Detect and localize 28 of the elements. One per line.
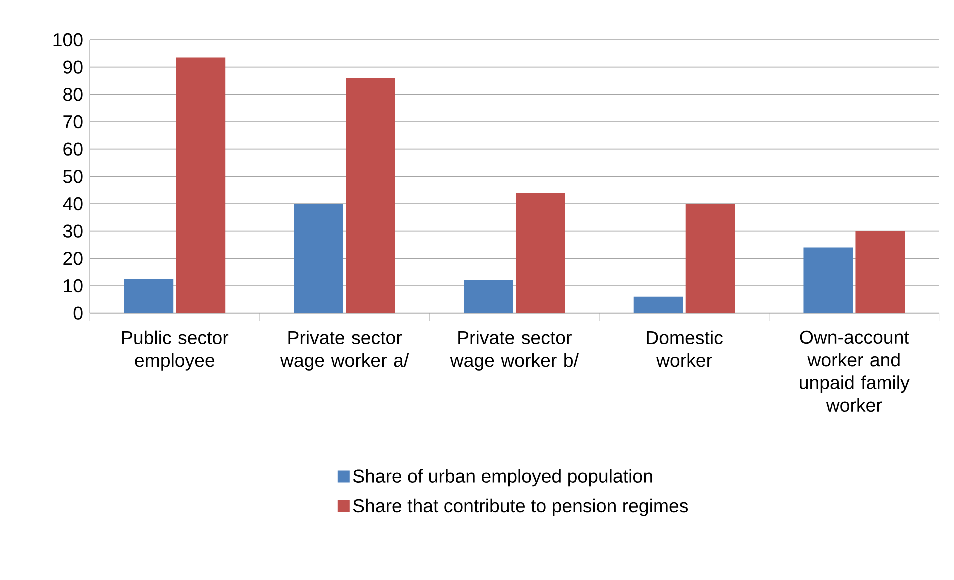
- y-tick-label: 10: [64, 279, 83, 293]
- bar: [634, 296, 684, 314]
- x-tick-label: Private sector wage worker b/: [450, 330, 579, 371]
- bar: [804, 248, 854, 314]
- bar: [464, 280, 514, 314]
- x-tick-label: Domestic worker: [647, 330, 723, 368]
- bar: [516, 193, 566, 314]
- bar: [176, 58, 226, 314]
- y-tick-label: 0: [74, 306, 83, 320]
- y-tick-label: 100: [54, 33, 83, 47]
- y-tick-label: 80: [64, 88, 83, 102]
- y-tick-label: 70: [64, 115, 83, 129]
- y-tick-label: 60: [64, 142, 83, 156]
- bar: [686, 204, 736, 314]
- bar: [856, 231, 906, 314]
- y-tick-label: 20: [64, 252, 83, 266]
- bar: [346, 78, 396, 314]
- x-tick-label: Own-account worker and unpaid family worker: [800, 330, 910, 412]
- y-tick-label: 50: [64, 170, 83, 184]
- x-tick-label: Private sector wage worker a/: [280, 330, 410, 371]
- legend-label: Share that contribute to pension regimes: [353, 498, 688, 516]
- y-tick-label: 90: [64, 60, 83, 74]
- x-tick-label: Public sector employee: [122, 330, 229, 371]
- legend-label: Share of urban employed population: [353, 469, 652, 487]
- y-tick-label: 30: [63, 224, 83, 238]
- y-tick-label: 40: [63, 197, 83, 211]
- bar: [124, 279, 174, 314]
- bar: [294, 204, 344, 314]
